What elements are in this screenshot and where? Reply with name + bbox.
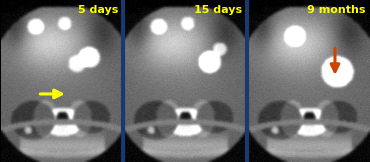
Text: 15 days: 15 days (194, 5, 242, 15)
Text: 5 days: 5 days (78, 5, 119, 15)
Text: 9 months: 9 months (307, 5, 365, 15)
